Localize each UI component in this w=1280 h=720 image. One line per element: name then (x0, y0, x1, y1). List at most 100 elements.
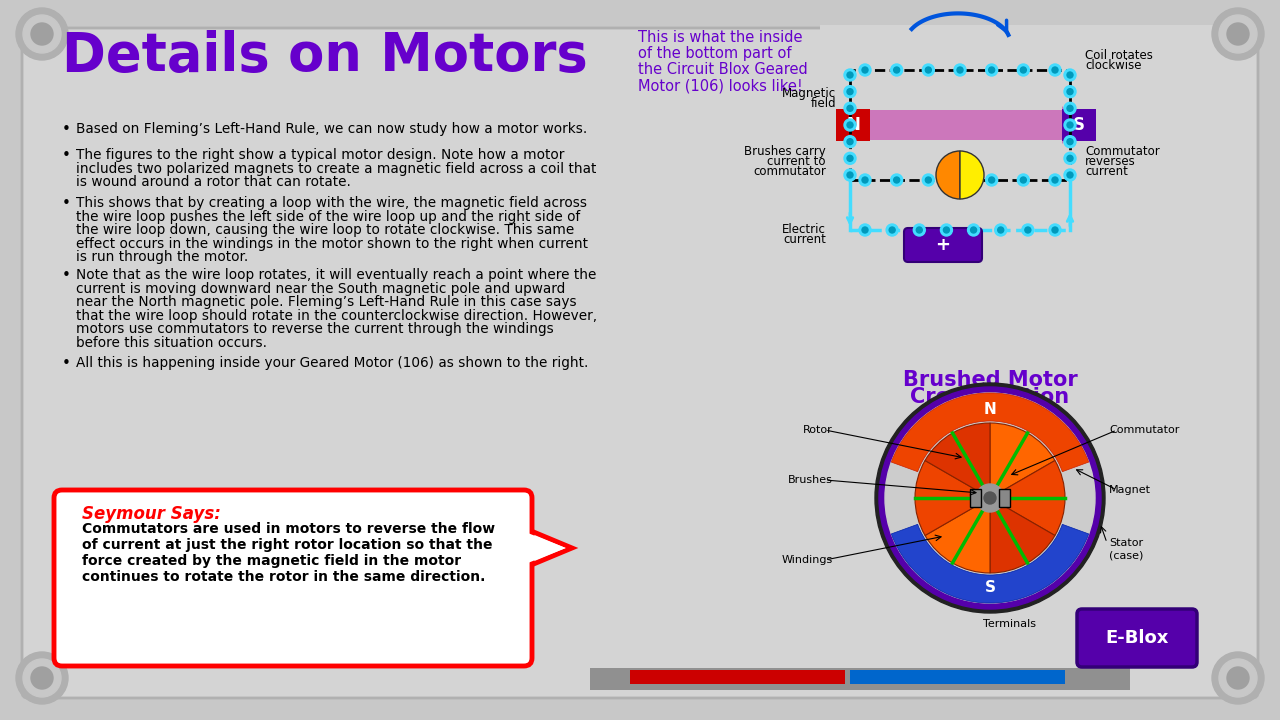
Text: This shows that by creating a loop with the wire, the magnetic field across: This shows that by creating a loop with … (76, 196, 588, 210)
Circle shape (1064, 86, 1076, 98)
Text: that the wire loop should rotate in the counterclockwise direction. However,: that the wire loop should rotate in the … (76, 308, 598, 323)
Circle shape (17, 8, 68, 60)
Text: •: • (61, 122, 70, 137)
Circle shape (957, 67, 963, 73)
Wedge shape (925, 423, 989, 498)
Circle shape (1219, 15, 1257, 53)
Circle shape (925, 177, 932, 183)
Circle shape (968, 224, 979, 236)
Circle shape (1068, 72, 1073, 78)
Circle shape (886, 224, 899, 236)
Text: •: • (61, 268, 70, 283)
Text: Rotor: Rotor (804, 425, 833, 435)
Text: N: N (846, 116, 860, 134)
Text: of the bottom part of: of the bottom part of (637, 46, 791, 61)
FancyBboxPatch shape (1076, 609, 1197, 667)
Text: Motor (106) looks like!: Motor (106) looks like! (637, 78, 803, 93)
Circle shape (941, 224, 952, 236)
Text: Stator: Stator (1108, 538, 1143, 548)
Text: Details on Motors: Details on Motors (61, 30, 588, 82)
Wedge shape (936, 151, 960, 199)
Text: Magnet: Magnet (1108, 485, 1151, 495)
Circle shape (1068, 172, 1073, 178)
Text: includes two polarized magnets to create a magnetic field across a coil that: includes two polarized magnets to create… (76, 161, 596, 176)
Circle shape (984, 492, 996, 504)
Circle shape (1018, 64, 1029, 76)
Circle shape (1212, 8, 1263, 60)
Text: Brushes carry: Brushes carry (744, 145, 826, 158)
FancyBboxPatch shape (630, 670, 845, 684)
Text: +: + (936, 236, 951, 254)
Circle shape (847, 89, 852, 94)
Text: (case): (case) (1108, 550, 1143, 560)
Polygon shape (524, 528, 572, 568)
Circle shape (1050, 224, 1061, 236)
Text: current: current (1085, 165, 1128, 178)
Circle shape (861, 227, 868, 233)
Wedge shape (915, 461, 989, 536)
Circle shape (884, 393, 1094, 603)
Circle shape (1228, 23, 1249, 45)
Text: E-Blox: E-Blox (1106, 629, 1169, 647)
Text: near the North magnetic pole. Fleming’s Left-Hand Rule in this case says: near the North magnetic pole. Fleming’s … (76, 295, 576, 309)
Wedge shape (891, 393, 1089, 472)
Wedge shape (925, 498, 989, 573)
Circle shape (970, 227, 977, 233)
Circle shape (957, 177, 963, 183)
Wedge shape (891, 524, 1089, 603)
Text: S: S (1073, 116, 1085, 134)
Circle shape (1064, 135, 1076, 148)
FancyArrow shape (870, 106, 1078, 144)
FancyBboxPatch shape (22, 28, 1258, 698)
Circle shape (847, 122, 852, 128)
Circle shape (1219, 659, 1257, 697)
Text: •: • (61, 356, 70, 371)
Circle shape (1050, 174, 1061, 186)
Circle shape (31, 667, 52, 689)
Text: Commutator: Commutator (1085, 145, 1160, 158)
Circle shape (988, 177, 995, 183)
Circle shape (844, 86, 856, 98)
Circle shape (844, 169, 856, 181)
FancyBboxPatch shape (836, 109, 870, 141)
Circle shape (847, 156, 852, 161)
Circle shape (847, 172, 852, 178)
Polygon shape (524, 533, 562, 563)
Text: effect occurs in the windings in the motor shown to the right when current: effect occurs in the windings in the mot… (76, 236, 588, 251)
Text: field: field (810, 97, 836, 110)
Text: the wire loop down, causing the wire loop to rotate clockwise. This same: the wire loop down, causing the wire loo… (76, 223, 575, 237)
Circle shape (859, 174, 870, 186)
Circle shape (1068, 122, 1073, 128)
Circle shape (23, 659, 61, 697)
Text: N: N (983, 402, 996, 416)
Text: Brushes: Brushes (788, 475, 833, 485)
Text: Commutator: Commutator (1108, 425, 1179, 435)
Circle shape (1064, 169, 1076, 181)
FancyBboxPatch shape (904, 228, 982, 262)
Text: reverses: reverses (1085, 155, 1135, 168)
Circle shape (1052, 177, 1059, 183)
Circle shape (891, 174, 902, 186)
Circle shape (925, 67, 932, 73)
Circle shape (876, 383, 1105, 613)
Text: force created by the magnetic field in the motor: force created by the magnetic field in t… (82, 554, 461, 568)
Text: The figures to the right show a typical motor design. Note how a motor: The figures to the right show a typical … (76, 148, 564, 162)
FancyBboxPatch shape (820, 25, 1220, 300)
Circle shape (1025, 227, 1030, 233)
Circle shape (1050, 64, 1061, 76)
Wedge shape (989, 423, 1055, 498)
Circle shape (995, 224, 1006, 236)
Wedge shape (989, 461, 1065, 536)
Circle shape (923, 64, 934, 76)
Circle shape (17, 652, 68, 704)
Text: •: • (61, 196, 70, 211)
Text: Commutators are used in motors to reverse the flow: Commutators are used in motors to revers… (82, 522, 495, 536)
Circle shape (891, 64, 902, 76)
Circle shape (1068, 89, 1073, 94)
Circle shape (23, 15, 61, 53)
Wedge shape (989, 498, 1055, 573)
Text: of current at just the right rotor location so that the: of current at just the right rotor locat… (82, 538, 493, 552)
Circle shape (1228, 667, 1249, 689)
Circle shape (844, 153, 856, 164)
Circle shape (997, 227, 1004, 233)
